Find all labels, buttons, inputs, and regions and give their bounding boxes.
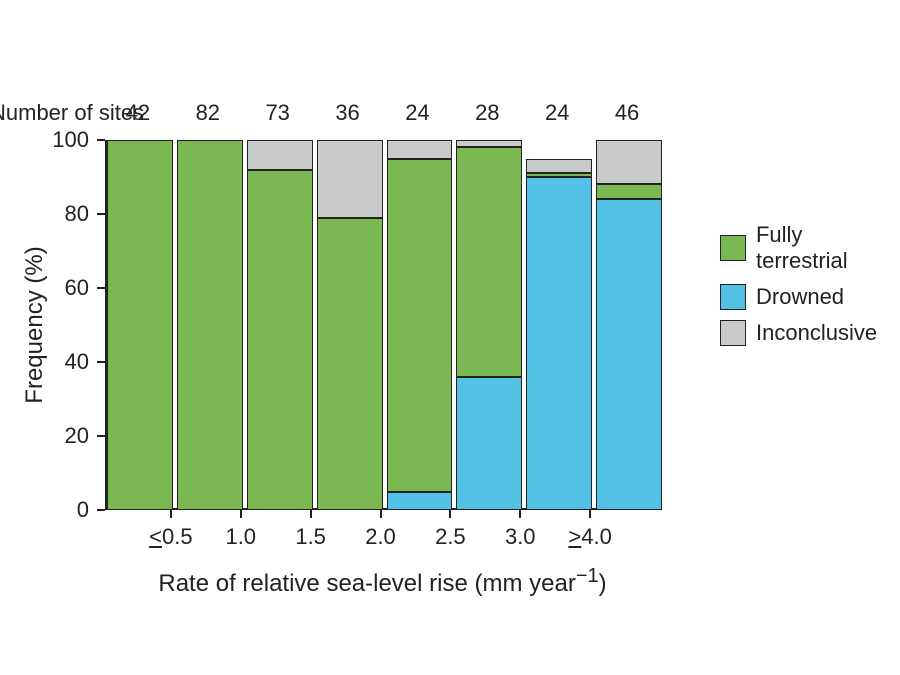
bar-segment-terrestrial: [107, 140, 173, 510]
x-tick-label: >4.0: [568, 524, 611, 550]
legend: Fully terrestrial Drowned Inconclusive: [720, 222, 900, 356]
y-tick-mark: [97, 435, 105, 437]
bar: [596, 140, 662, 510]
bar: [387, 140, 453, 510]
x-tick-mark: [519, 510, 521, 518]
bar-segment-terrestrial: [247, 170, 313, 510]
legend-item-inconclusive: Inconclusive: [720, 320, 900, 346]
sites-count: 73: [265, 100, 289, 126]
legend-swatch: [720, 284, 746, 310]
bar: [177, 140, 243, 510]
sites-count: 36: [335, 100, 359, 126]
y-tick-mark: [97, 139, 105, 141]
y-tick-mark: [97, 361, 105, 363]
bar-segment-inconclusive: [317, 140, 383, 218]
sites-count: 42: [126, 100, 150, 126]
sites-count: 24: [405, 100, 429, 126]
bar-segment-terrestrial: [596, 184, 662, 199]
bar-segment-terrestrial: [317, 218, 383, 510]
x-tick-mark: [310, 510, 312, 518]
bar: [456, 140, 522, 510]
bar-segment-terrestrial: [177, 140, 243, 510]
x-tick-label: 2.5: [435, 524, 466, 550]
bar-segment-inconclusive: [247, 140, 313, 170]
legend-swatch: [720, 235, 746, 261]
legend-label: Fully terrestrial: [756, 222, 900, 274]
bar: [247, 140, 313, 510]
legend-label: Inconclusive: [756, 320, 877, 346]
x-tick-label: <0.5: [149, 524, 192, 550]
x-axis-label: Rate of relative sea-level rise (mm year…: [158, 565, 606, 598]
bar-segment-terrestrial: [387, 159, 453, 492]
y-tick-mark: [97, 213, 105, 215]
bar: [317, 140, 383, 510]
bar-segment-drowned: [456, 377, 522, 510]
bar-segment-drowned: [526, 177, 592, 510]
bar-segment-terrestrial: [526, 173, 592, 177]
y-axis-label: Frequency (%): [21, 246, 49, 403]
y-tick-mark: [97, 287, 105, 289]
sites-header: Number of sites: [0, 100, 144, 126]
x-tick-label: 1.0: [225, 524, 256, 550]
bar: [526, 140, 592, 510]
bar-segment-inconclusive: [526, 159, 592, 174]
chart-container: Number of sites Frequency (%) Rate of re…: [0, 0, 900, 675]
bar-segment-inconclusive: [596, 140, 662, 184]
sites-count: 24: [545, 100, 569, 126]
x-tick-label: 3.0: [505, 524, 536, 550]
sites-count: 46: [615, 100, 639, 126]
bar-segment-drowned: [387, 492, 453, 511]
bar-segment-drowned: [596, 199, 662, 510]
x-tick-mark: [170, 510, 172, 518]
bar-segment-inconclusive: [387, 140, 453, 159]
bar-segment-inconclusive: [456, 140, 522, 147]
sites-count: 82: [196, 100, 220, 126]
plot-area: [105, 140, 660, 510]
legend-item-terrestrial: Fully terrestrial: [720, 222, 900, 274]
y-tick-mark: [97, 509, 105, 511]
x-tick-mark: [380, 510, 382, 518]
legend-item-drowned: Drowned: [720, 284, 900, 310]
x-tick-mark: [449, 510, 451, 518]
legend-label: Drowned: [756, 284, 844, 310]
x-tick-mark: [240, 510, 242, 518]
bar: [107, 140, 173, 510]
x-tick-label: 1.5: [295, 524, 326, 550]
sites-count: 28: [475, 100, 499, 126]
legend-swatch: [720, 320, 746, 346]
x-tick-label: 2.0: [365, 524, 396, 550]
bar-segment-terrestrial: [456, 147, 522, 376]
x-tick-mark: [589, 510, 591, 518]
